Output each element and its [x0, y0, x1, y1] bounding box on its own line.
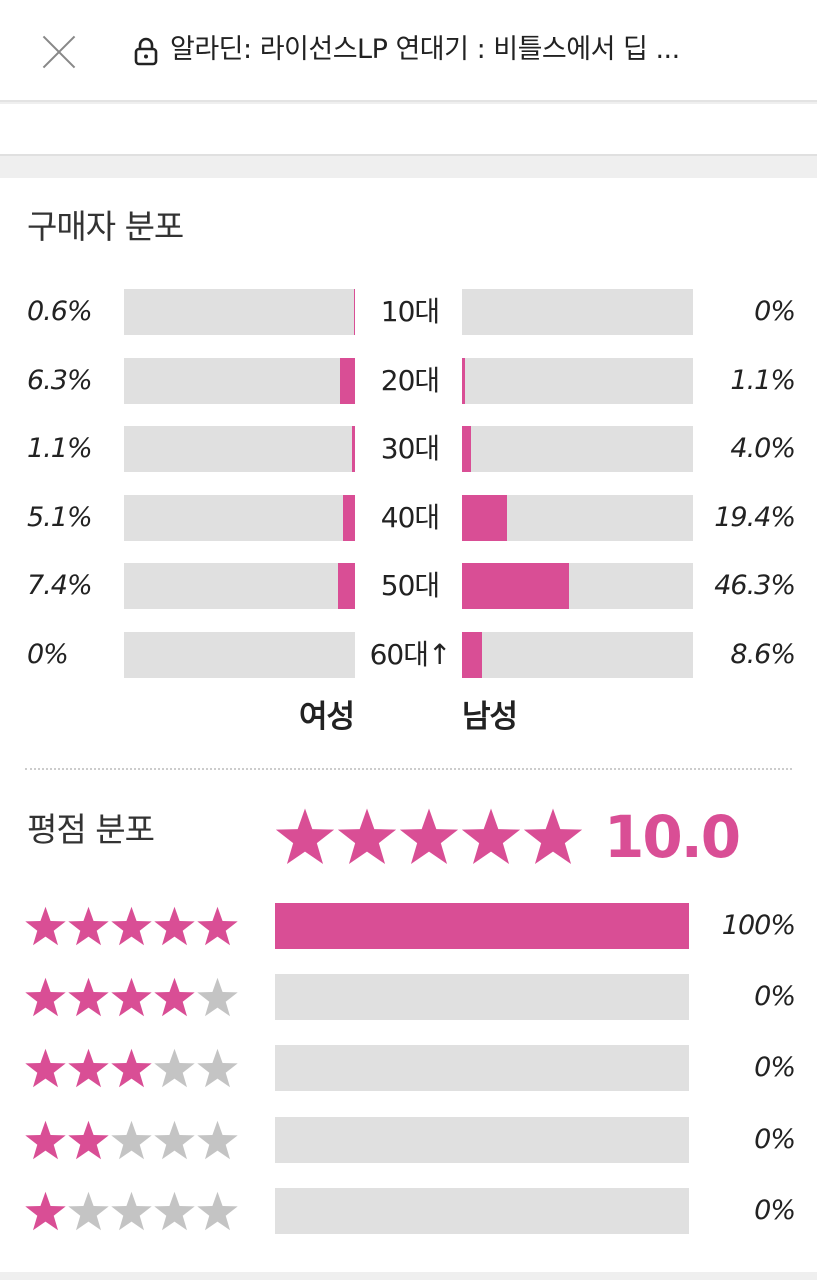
age-group-label: 40대: [380, 500, 440, 534]
star-icon: [25, 1191, 66, 1231]
age-group-label: 50대: [380, 569, 440, 602]
male-percent: 46.3%: [714, 570, 796, 601]
star-icon: [68, 1191, 109, 1231]
female-percent: 1.1%: [27, 433, 93, 464]
rating-bar-track: [275, 1187, 689, 1234]
female-bar-fill: [353, 289, 355, 335]
female-bar-fill: [340, 357, 355, 404]
female-percent: 0%: [27, 638, 69, 670]
male-percent: 19.4%: [714, 501, 796, 533]
female-percent: 0.6%: [27, 296, 93, 327]
male-percent: 8.6%: [730, 638, 796, 670]
distribution-card: 구매자 분포 0.6% 10대 0% 6.3% 20대 1.1% 1.1% 30대 4.0% 5.…: [0, 178, 817, 1272]
star-icon: [111, 977, 152, 1017]
male-bar-track: [462, 563, 693, 609]
male-bar-track: [462, 357, 693, 404]
header-strip: [0, 104, 817, 156]
star-icon: [68, 906, 109, 946]
rating-row-stars: [24, 1119, 239, 1162]
rating-score: 10.0: [604, 803, 741, 871]
male-bar-fill: [462, 631, 482, 678]
age-group-label: 30대: [380, 432, 440, 465]
star-icon: [25, 977, 66, 1017]
star-icon: [111, 1120, 152, 1159]
star-icon: [111, 906, 152, 946]
rating-bar-track: [275, 1116, 689, 1163]
star-icon: [154, 906, 195, 946]
star-icon: [154, 977, 195, 1017]
male-bar-fill: [462, 494, 507, 541]
male-bar-fill: [462, 426, 472, 472]
rating-bar-track: [275, 1045, 689, 1092]
male-bar-fill: [462, 563, 569, 609]
star-icon: [197, 1120, 238, 1159]
rating-row-stars: [24, 905, 239, 948]
star-icon: [154, 1049, 195, 1088]
rating-bar-track: [275, 903, 689, 949]
star-icon: [25, 906, 66, 946]
star-icon: [337, 808, 397, 865]
star-icon: [197, 906, 238, 946]
star-icon: [197, 1049, 238, 1088]
male-bar-track: [462, 426, 693, 472]
section-divider: [25, 768, 792, 770]
star-icon: [523, 808, 583, 865]
female-percent: 7.4%: [27, 570, 93, 601]
rating-row-stars: [24, 1190, 239, 1233]
overall-rating-stars: [274, 806, 584, 868]
rating-row-stars: [24, 1047, 239, 1090]
female-percent: 6.3%: [27, 364, 93, 396]
female-bar-fill: [352, 426, 355, 472]
rating-percent: 100%: [721, 910, 796, 941]
star-icon: [25, 1049, 66, 1088]
star-icon: [68, 1049, 109, 1088]
buyer-distribution-title: 구매자 분포: [27, 207, 184, 246]
female-bar-fill: [343, 494, 355, 541]
age-group-label: 10대: [380, 295, 440, 328]
lock-icon: [134, 37, 158, 66]
female-bar-track: [124, 631, 355, 678]
star-icon: [25, 1120, 66, 1159]
star-icon: [154, 1120, 195, 1159]
star-icon: [111, 1191, 152, 1231]
star-icon: [154, 1191, 195, 1231]
top-bar: 알라딘: 라이선스LP 연대기 : 비틀스에서 딥 ...: [0, 0, 817, 102]
female-label: 여성: [299, 699, 355, 735]
male-bar-track: [462, 631, 693, 678]
rating-bar-fill: [275, 903, 689, 949]
male-bar-fill: [462, 357, 465, 404]
female-bar-track: [124, 563, 355, 609]
star-icon: [197, 1191, 238, 1231]
page-title: 알라딘: 라이선스LP 연대기 : 비틀스에서 딥 ...: [170, 34, 680, 65]
rating-percent: 0%: [754, 981, 796, 1013]
female-percent: 5.1%: [27, 501, 93, 533]
female-bar-track: [124, 426, 355, 472]
male-bar-track: [462, 289, 693, 335]
rating-percent: 0%: [754, 1194, 796, 1226]
male-percent: 4.0%: [730, 433, 796, 464]
star-icon: [111, 1049, 152, 1088]
female-bar-fill: [337, 563, 355, 609]
rating-bar-track: [275, 974, 689, 1021]
star-icon: [275, 808, 335, 865]
female-bar-track: [124, 289, 355, 335]
close-icon[interactable]: [38, 31, 80, 73]
star-icon: [68, 977, 109, 1017]
age-group-label: 20대: [380, 363, 440, 397]
female-bar-track: [124, 357, 355, 404]
star-icon: [461, 808, 521, 865]
rating-percent: 0%: [754, 1123, 796, 1155]
rating-row-stars: [24, 976, 239, 1019]
age-group-label: 60대↑: [369, 637, 452, 671]
star-icon: [68, 1120, 109, 1159]
rating-percent: 0%: [754, 1052, 796, 1084]
male-percent: 0%: [754, 296, 796, 327]
male-label: 남성: [462, 699, 518, 735]
star-icon: [399, 808, 459, 865]
female-bar-track: [124, 494, 355, 541]
male-bar-track: [462, 494, 693, 541]
rating-distribution-title: 평점 분포: [27, 810, 155, 849]
star-icon: [197, 977, 238, 1017]
male-percent: 1.1%: [730, 364, 796, 396]
